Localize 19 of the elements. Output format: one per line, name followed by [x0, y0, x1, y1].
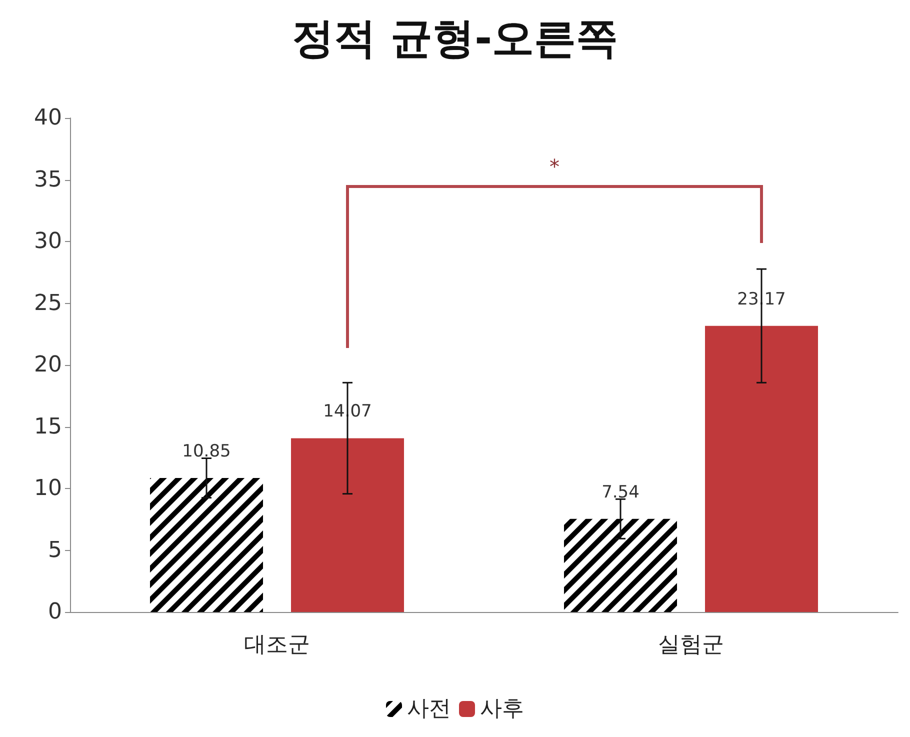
y-tick-label: 40	[34, 106, 62, 130]
data-label: 10.85	[182, 442, 231, 462]
x-tick-label: 대조군	[244, 632, 310, 658]
y-tick-label: 30	[34, 229, 62, 254]
y-tick-label: 25	[34, 290, 62, 316]
bar	[291, 438, 404, 612]
bar	[705, 326, 818, 612]
y-tick-label: 20	[34, 352, 62, 378]
x-tick-label: 실험군	[658, 632, 724, 658]
y-tick-label: 5	[48, 538, 62, 563]
annotation: *	[550, 154, 560, 178]
y-tick-label: 35	[34, 167, 62, 192]
legend-label: 사전	[407, 696, 451, 722]
y-tick-label: 15	[34, 414, 62, 440]
data-label: 7.54	[602, 482, 640, 502]
y-tick-label: 10	[34, 476, 62, 501]
legend-label: 사후	[480, 696, 524, 722]
y-tick-label: 0	[48, 600, 62, 624]
chart-title: 정적 균형-오른쪽	[292, 14, 618, 62]
